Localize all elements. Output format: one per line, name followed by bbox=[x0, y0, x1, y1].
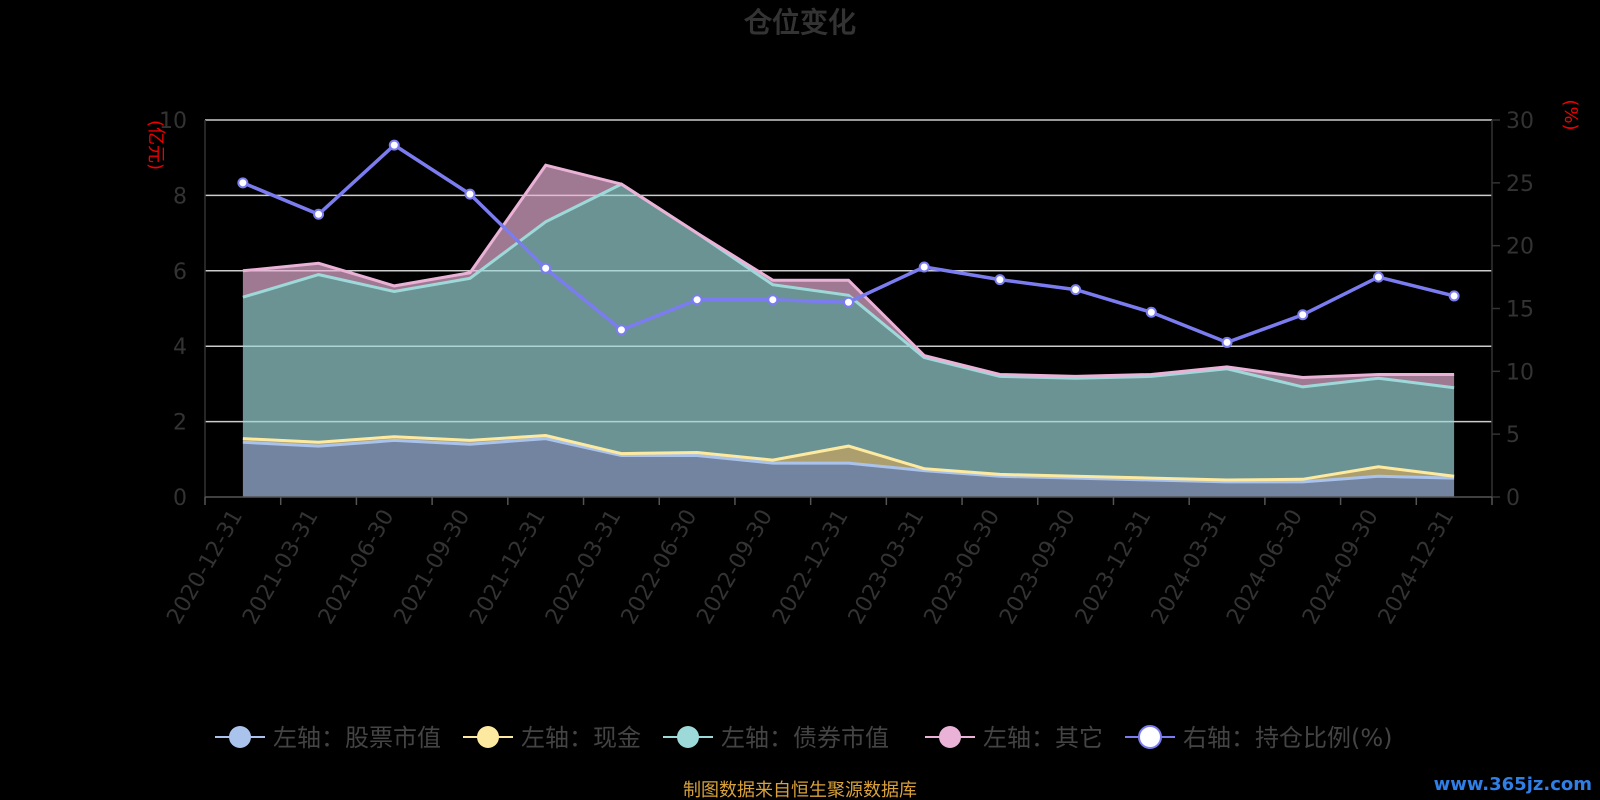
chart-title: 仓位变化 bbox=[744, 6, 856, 39]
x-axis-tick-label: 2022-06-30 bbox=[617, 506, 703, 629]
right-axis-tick-label: 5 bbox=[1506, 423, 1520, 448]
x-axis-tick-label: 2021-06-30 bbox=[314, 506, 400, 629]
ratio-point bbox=[1372, 271, 1384, 283]
area-edge-3 bbox=[242, 182, 1455, 390]
left-axis-tick-label: 10 bbox=[159, 109, 187, 134]
x-axis-tick-label: 2023-12-31 bbox=[1071, 506, 1157, 629]
ratio-point bbox=[843, 296, 854, 308]
ratio-point bbox=[1145, 306, 1157, 318]
right-axis-tick-label: 0 bbox=[1506, 486, 1520, 511]
x-axis-tick-label: 2021-03-31 bbox=[238, 506, 324, 629]
ratio-line bbox=[237, 139, 1460, 348]
x-axis-tick-label: 2024-12-31 bbox=[1374, 506, 1460, 629]
right-axis-tick-label: 20 bbox=[1506, 235, 1534, 260]
ratio-point bbox=[1297, 309, 1309, 321]
area-edge-2 bbox=[242, 433, 1455, 482]
ratio-point bbox=[691, 294, 703, 306]
left-axis-tick-label: 4 bbox=[173, 335, 187, 360]
left-axis-tick-label: 2 bbox=[173, 411, 187, 436]
watermark: www.365jz.com bbox=[1434, 774, 1592, 795]
legend-item: 左轴：现金 bbox=[463, 724, 641, 752]
ratio-point bbox=[615, 324, 627, 336]
x-axis-tick-label: 2021-12-31 bbox=[465, 506, 551, 629]
x-axis-tick-label: 2024-09-30 bbox=[1298, 506, 1384, 629]
x-axis-tick-label: 2024-03-31 bbox=[1147, 506, 1233, 629]
ratio-point bbox=[767, 294, 779, 306]
legend-item: 左轴：债券市值 bbox=[663, 724, 889, 752]
right-axis-unit: (%) bbox=[1560, 99, 1581, 130]
ratio-point bbox=[994, 274, 1006, 286]
legend-marker bbox=[229, 726, 251, 748]
area-edge-1 bbox=[242, 437, 1455, 484]
legend-label: 左轴：其它 bbox=[983, 724, 1103, 752]
x-axis-tick-label: 2023-06-30 bbox=[920, 506, 1006, 629]
legend-label: 左轴：债券市值 bbox=[721, 724, 889, 752]
x-axis-tick-label: 2022-12-31 bbox=[768, 506, 854, 629]
ratio-point bbox=[918, 261, 930, 273]
legend-label: 左轴：现金 bbox=[521, 724, 641, 752]
left-axis-tick-label: 0 bbox=[173, 486, 187, 511]
left-axis-unit: (亿元) bbox=[145, 120, 166, 170]
legend-item: 左轴：其它 bbox=[925, 724, 1103, 752]
right-axis-tick-label: 25 bbox=[1506, 172, 1534, 197]
ratio-point bbox=[464, 188, 476, 200]
legend-marker bbox=[939, 726, 961, 748]
ratio-point bbox=[1070, 284, 1082, 296]
x-axis-tick-label: 2024-06-30 bbox=[1222, 506, 1308, 629]
ratio-point bbox=[1448, 290, 1460, 302]
x-axis-tick-label: 2023-03-31 bbox=[844, 505, 930, 628]
x-axis-tick-label: 2022-03-31 bbox=[541, 506, 627, 629]
ratio-point bbox=[313, 208, 325, 220]
left-axis-tick-label: 6 bbox=[173, 260, 187, 285]
data-source-note: 制图数据来自恒生聚源数据库 bbox=[683, 780, 917, 800]
legend: 左轴：股票市值 左轴：现金 左轴：债券市值 左轴：其它 右轴：持仓比例(%) bbox=[215, 724, 1393, 752]
area-3 bbox=[242, 184, 1455, 480]
legend-label: 左轴：股票市值 bbox=[273, 724, 441, 752]
x-axis-tick-label: 2023-09-30 bbox=[995, 506, 1081, 629]
ratio-point bbox=[540, 262, 552, 274]
right-axis-tick-label: 30 bbox=[1506, 109, 1534, 134]
legend-item: 左轴：股票市值 bbox=[215, 724, 441, 752]
stacked-areas bbox=[242, 163, 1455, 497]
legend-marker bbox=[677, 726, 699, 748]
ratio-point bbox=[1221, 336, 1233, 348]
left-axis-tick-label: 8 bbox=[173, 184, 187, 209]
right-axis-tick-label: 10 bbox=[1506, 360, 1534, 385]
ratio-point bbox=[237, 177, 249, 189]
area-1 bbox=[242, 438, 1455, 497]
legend-marker bbox=[1138, 725, 1162, 749]
x-axis-tick-label: 2022-09-30 bbox=[692, 506, 778, 629]
x-axis-tick-label: 2021-09-30 bbox=[390, 506, 476, 629]
legend-item: 右轴：持仓比例(%) bbox=[1125, 724, 1393, 752]
area-2 bbox=[242, 435, 1455, 482]
right-axis-tick-label: 15 bbox=[1506, 298, 1534, 323]
ratio-point bbox=[388, 139, 400, 151]
legend-label: 右轴：持仓比例(%) bbox=[1183, 724, 1393, 752]
x-axis-tick-label: 2020-12-31 bbox=[162, 506, 248, 629]
area-edge-4 bbox=[242, 163, 1455, 380]
legend-marker bbox=[477, 726, 499, 748]
